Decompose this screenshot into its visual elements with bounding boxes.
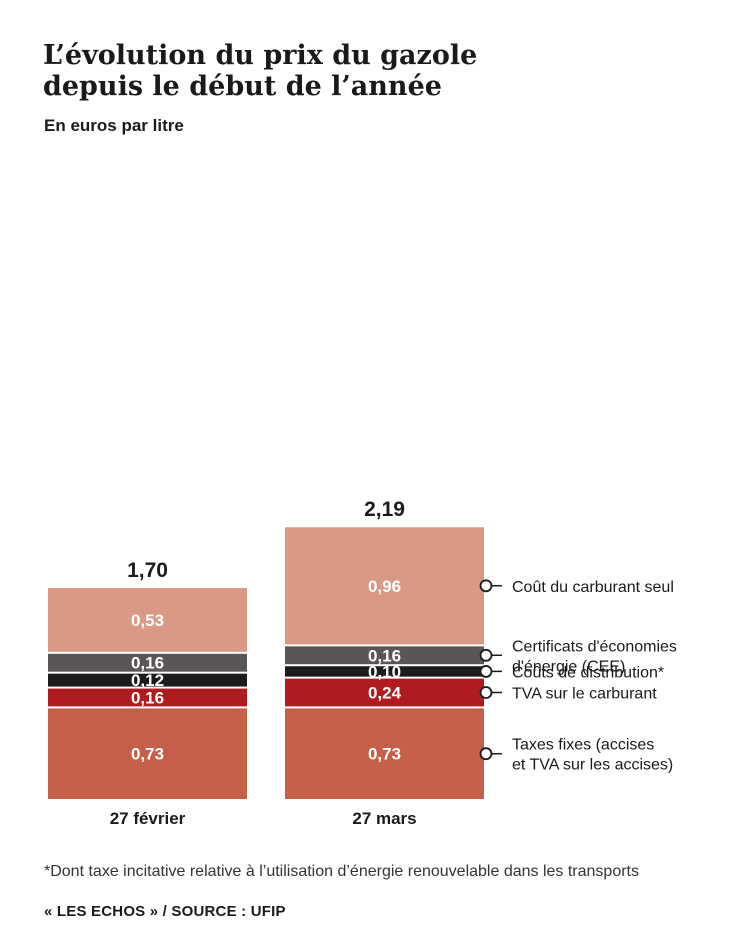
segment-value-label: 0,73	[131, 745, 164, 764]
segment-value-label: 0,96	[368, 577, 401, 596]
bar-total-label: 2,19	[364, 498, 405, 521]
bar-segment	[285, 666, 484, 677]
legend-marker	[479, 747, 493, 761]
segment-value-label: 0,16	[368, 646, 401, 665]
bar-segment	[48, 673, 247, 687]
chart-title: L’évolution du prix du gazole depuis le …	[43, 40, 523, 102]
legend-label: TVA sur le carburant	[512, 686, 657, 703]
category-label: 27 février	[110, 809, 186, 828]
legend-label: et TVA sur les accises)	[512, 757, 673, 774]
segment-value-label: 0,16	[131, 688, 164, 707]
bar-segment	[285, 708, 484, 799]
bar-segment	[48, 653, 247, 672]
legend-marker	[479, 665, 493, 678]
segment-value-label: 0,12	[131, 671, 164, 690]
bar-segment	[48, 688, 247, 707]
bar-segment	[285, 646, 484, 665]
segment-value-label: 0,16	[131, 654, 164, 673]
chart-subtitle: En euros par litre	[44, 116, 184, 135]
segment-value-label: 0,10	[368, 662, 401, 681]
legend-marker	[479, 648, 493, 662]
legend-label: Coûts de distribution*	[512, 664, 664, 681]
segment-value-label: 0,73	[368, 745, 401, 764]
category-label: 27 mars	[352, 809, 416, 828]
legend-marker	[479, 686, 493, 699]
legend-label: Taxes fixes (accises	[512, 737, 654, 754]
legend-label: Certificats d'économies	[512, 638, 677, 655]
bar-segment	[285, 527, 484, 645]
bar-segment	[48, 588, 247, 652]
bar-segment	[285, 678, 484, 707]
legend-marker	[479, 579, 493, 593]
footnote: *Dont taxe incitative relative à l’utili…	[44, 863, 639, 880]
bar-segment	[48, 708, 247, 799]
title-line-2: depuis le début de l’année	[43, 71, 442, 102]
segment-value-label: 0,53	[131, 611, 164, 630]
source-credit: « LES ECHOS » / SOURCE : UFIP	[44, 903, 286, 920]
bar-total-label: 1,70	[127, 559, 168, 582]
legend-label: d'énergie (CEE)	[512, 658, 625, 675]
legend-label: Coût du carburant seul	[512, 579, 674, 596]
segment-value-label: 0,24	[368, 684, 402, 703]
title-line-1: L’évolution du prix du gazole	[43, 40, 478, 71]
